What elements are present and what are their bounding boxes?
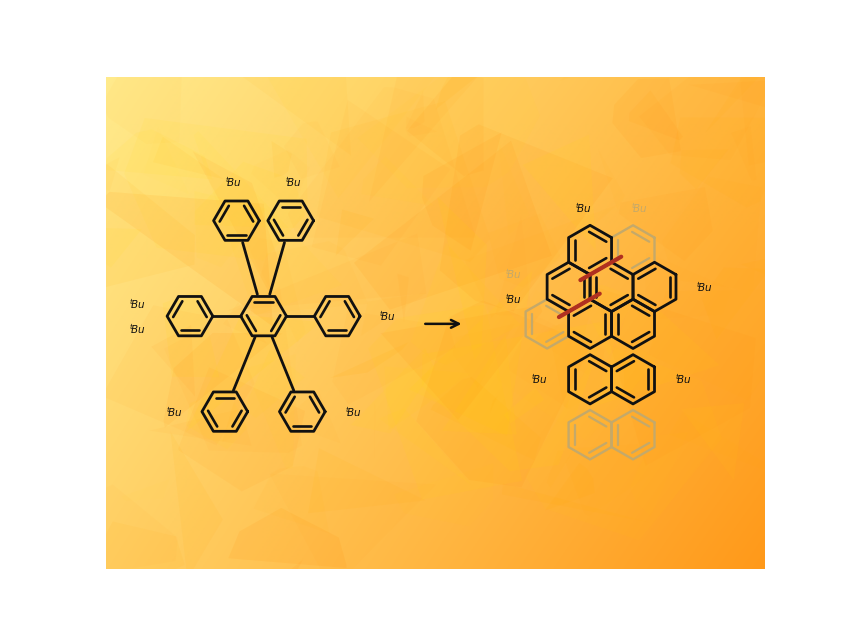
Text: $^t\!Bu$: $^t\!Bu$ (505, 292, 522, 306)
Polygon shape (490, 396, 498, 413)
Polygon shape (124, 118, 308, 261)
Polygon shape (593, 286, 756, 466)
Polygon shape (151, 325, 196, 397)
Polygon shape (99, 192, 273, 327)
Polygon shape (579, 284, 633, 356)
Text: $^t\!Bu$: $^t\!Bu$ (675, 373, 692, 386)
Polygon shape (689, 79, 792, 114)
Text: $^t\!Bu$: $^t\!Bu$ (128, 322, 145, 336)
Polygon shape (740, 259, 792, 286)
Polygon shape (774, 355, 784, 362)
Polygon shape (193, 151, 278, 293)
Polygon shape (442, 334, 517, 435)
Text: $^t\!Bu$: $^t\!Bu$ (344, 404, 361, 419)
Text: $^t\!Bu$: $^t\!Bu$ (505, 268, 522, 281)
Polygon shape (272, 141, 292, 178)
Polygon shape (171, 431, 223, 579)
Polygon shape (422, 321, 608, 471)
Polygon shape (162, 290, 219, 377)
Polygon shape (102, 129, 212, 180)
Polygon shape (612, 79, 681, 158)
Polygon shape (276, 560, 303, 583)
Polygon shape (812, 353, 826, 406)
Polygon shape (397, 273, 409, 322)
Polygon shape (195, 162, 309, 229)
Polygon shape (336, 210, 374, 256)
Polygon shape (153, 137, 224, 180)
Polygon shape (244, 350, 305, 418)
Text: $^t\!Bu$: $^t\!Bu$ (379, 309, 396, 323)
Polygon shape (368, 305, 522, 500)
Text: $^t\!Bu$: $^t\!Bu$ (225, 176, 241, 189)
Polygon shape (680, 150, 728, 189)
Polygon shape (407, 72, 484, 176)
Polygon shape (379, 408, 473, 486)
Polygon shape (229, 508, 347, 568)
Text: $^t\!Bu$: $^t\!Bu$ (128, 297, 145, 311)
Polygon shape (186, 315, 321, 431)
Polygon shape (502, 484, 651, 523)
Polygon shape (384, 366, 471, 430)
Text: $^t\!Bu$: $^t\!Bu$ (166, 404, 183, 419)
Polygon shape (354, 141, 552, 310)
Polygon shape (439, 125, 613, 311)
Polygon shape (671, 118, 786, 208)
Polygon shape (216, 31, 351, 155)
Polygon shape (619, 187, 713, 261)
Polygon shape (623, 360, 655, 401)
Polygon shape (316, 101, 490, 262)
Polygon shape (437, 196, 487, 360)
Polygon shape (308, 448, 426, 513)
Polygon shape (369, 22, 491, 201)
Text: $^t\!Bu$: $^t\!Bu$ (286, 176, 303, 189)
Polygon shape (549, 306, 592, 408)
Polygon shape (594, 298, 719, 407)
Polygon shape (331, 342, 409, 378)
Polygon shape (186, 389, 248, 449)
Polygon shape (422, 132, 502, 250)
Text: $^t\!Bu$: $^t\!Bu$ (531, 373, 548, 386)
Polygon shape (545, 463, 595, 511)
Polygon shape (523, 135, 596, 250)
Polygon shape (629, 91, 683, 141)
Polygon shape (436, 32, 533, 109)
Polygon shape (705, 46, 780, 134)
Polygon shape (178, 367, 305, 491)
Polygon shape (110, 0, 252, 26)
Polygon shape (411, 243, 520, 365)
Polygon shape (87, 521, 184, 601)
Polygon shape (431, 377, 541, 460)
Polygon shape (82, 227, 142, 268)
Polygon shape (409, 271, 532, 436)
Polygon shape (416, 300, 592, 488)
Polygon shape (33, 164, 195, 303)
Polygon shape (351, 348, 434, 433)
Polygon shape (702, 268, 770, 339)
Text: $^t\!Bu$: $^t\!Bu$ (696, 280, 713, 294)
Polygon shape (223, 394, 244, 442)
Polygon shape (163, 333, 282, 427)
Polygon shape (504, 388, 544, 423)
Text: $^t\!Bu$: $^t\!Bu$ (575, 201, 592, 215)
Text: $^t\!Bu$: $^t\!Bu$ (631, 201, 648, 215)
Polygon shape (681, 403, 745, 480)
Polygon shape (381, 305, 542, 420)
